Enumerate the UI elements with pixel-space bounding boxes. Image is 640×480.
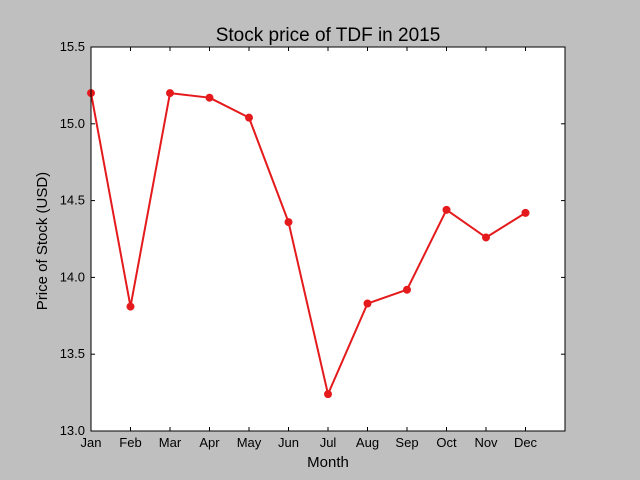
data-point xyxy=(442,205,451,214)
y-axis-label: Price of Stock (USD) xyxy=(34,172,51,310)
y-tick-label: 14.5 xyxy=(60,193,85,208)
line-layer xyxy=(90,92,527,396)
y-tick-label: 15.0 xyxy=(60,116,85,131)
y-tick-label: 13.5 xyxy=(60,346,85,361)
data-point xyxy=(521,208,530,217)
y-tick-label: 14.0 xyxy=(60,269,85,284)
x-tick-label: Jul xyxy=(320,435,337,450)
data-point xyxy=(403,285,411,294)
x-tick-label: Jun xyxy=(278,435,299,450)
y-tick-label: 15.5 xyxy=(60,39,85,54)
x-tick-label: May xyxy=(237,435,262,450)
data-point xyxy=(324,390,332,399)
x-tick-label: Feb xyxy=(119,435,141,450)
data-point xyxy=(284,218,293,227)
x-tick-label: Oct xyxy=(436,435,457,450)
x-tick-label: Aug xyxy=(356,435,379,450)
plot-frame xyxy=(90,46,566,432)
plot-area xyxy=(91,47,565,431)
x-tick-label: Dec xyxy=(514,435,538,450)
data-point xyxy=(363,299,372,308)
data-point xyxy=(205,93,214,102)
x-tick-label: Mar xyxy=(159,435,182,450)
ticks-layer: 13.0 13.5 14.0 14.5 15.0 15.5 Jan Feb Mar Apr May J… xyxy=(60,39,565,450)
x-axis-label: Month xyxy=(307,454,349,471)
y-tick-label: 13.0 xyxy=(60,423,85,438)
x-tick-label: Apr xyxy=(199,435,220,450)
data-point xyxy=(482,233,490,242)
data-point xyxy=(245,113,253,122)
data-point xyxy=(166,89,174,98)
chart-title: Stock price of TDF in 2015 xyxy=(216,25,441,46)
x-tick-label: Jan xyxy=(81,435,102,450)
series-line xyxy=(90,92,527,396)
x-tick-label: Sep xyxy=(395,435,418,450)
data-point xyxy=(126,302,135,311)
x-tick-label: Nov xyxy=(474,435,498,450)
